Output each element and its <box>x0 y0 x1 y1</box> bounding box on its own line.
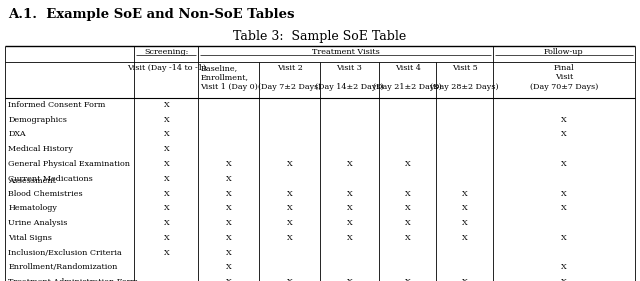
Text: X: X <box>405 160 410 168</box>
Text: X: X <box>287 189 292 198</box>
Text: X: X <box>405 204 410 212</box>
Text: X: X <box>226 189 232 198</box>
Text: X: X <box>164 160 169 168</box>
Text: X: X <box>287 204 292 212</box>
Text: X: X <box>462 204 467 212</box>
Text: X: X <box>405 234 410 242</box>
Text: X: X <box>164 116 169 124</box>
Text: Visit 4

(Day 21±2 Days): Visit 4 (Day 21±2 Days) <box>373 64 442 91</box>
Text: X: X <box>226 175 232 183</box>
Text: Screening:: Screening: <box>144 48 189 56</box>
Text: Hematology: Hematology <box>8 204 57 212</box>
Text: X: X <box>347 234 352 242</box>
Text: X: X <box>462 189 467 198</box>
Text: Urine Analysis: Urine Analysis <box>8 219 67 227</box>
Text: Visit 5

(Day 28±2 Days): Visit 5 (Day 28±2 Days) <box>430 64 499 91</box>
Text: Vital Signs: Vital Signs <box>8 234 52 242</box>
Text: Follow-up: Follow-up <box>544 48 584 56</box>
Text: X: X <box>287 278 292 281</box>
Text: X: X <box>226 204 232 212</box>
Text: X: X <box>164 189 169 198</box>
Text: Visit 3

(Day 14±2 Days): Visit 3 (Day 14±2 Days) <box>315 64 384 91</box>
Text: X: X <box>347 278 352 281</box>
Text: X: X <box>347 189 352 198</box>
Text: Current Medications: Current Medications <box>8 175 93 183</box>
Text: X: X <box>561 189 566 198</box>
Text: X: X <box>164 234 169 242</box>
Text: X: X <box>561 278 566 281</box>
Text: X: X <box>164 101 169 109</box>
Text: X: X <box>561 160 566 168</box>
Text: Demographics: Demographics <box>8 116 67 124</box>
Text: X: X <box>164 219 169 227</box>
Text: A.1.  Example SoE and Non-SoE Tables: A.1. Example SoE and Non-SoE Tables <box>8 8 294 21</box>
Text: X: X <box>347 204 352 212</box>
Text: Treatment Administration Form: Treatment Administration Form <box>8 278 138 281</box>
Text: Table 3:  Sample SoE Table: Table 3: Sample SoE Table <box>234 30 406 42</box>
Text: X: X <box>226 263 232 271</box>
Text: X: X <box>226 219 232 227</box>
Text: X: X <box>164 130 169 139</box>
Text: X: X <box>405 189 410 198</box>
Text: X: X <box>287 234 292 242</box>
Text: X: X <box>405 278 410 281</box>
Text: X: X <box>561 116 566 124</box>
Text: X: X <box>405 219 410 227</box>
Text: X: X <box>462 219 467 227</box>
Text: X: X <box>226 234 232 242</box>
Text: X: X <box>561 263 566 271</box>
Text: Final
Visit
(Day 70±7 Days): Final Visit (Day 70±7 Days) <box>530 64 598 91</box>
Text: Visit 2

(Day 7±2 Days): Visit 2 (Day 7±2 Days) <box>258 64 321 91</box>
Text: X: X <box>164 248 169 257</box>
Text: X: X <box>287 160 292 168</box>
Text: X: X <box>164 175 169 183</box>
Text: X: X <box>462 234 467 242</box>
Text: General Physical Examination: General Physical Examination <box>8 160 130 168</box>
Text: Enrollment/Randomization: Enrollment/Randomization <box>8 263 118 271</box>
Text: Visit (Day -14 to -1): Visit (Day -14 to -1) <box>127 64 206 72</box>
Text: X: X <box>347 160 352 168</box>
Text: X: X <box>164 145 169 153</box>
Text: X: X <box>164 204 169 212</box>
Text: Blood Chemistries: Blood Chemistries <box>8 189 83 198</box>
Text: DXA: DXA <box>8 130 26 139</box>
Text: Inclusion/Exclusion Criteria: Inclusion/Exclusion Criteria <box>8 248 122 257</box>
Text: X: X <box>347 219 352 227</box>
Text: Informed Consent Form: Informed Consent Form <box>8 101 106 109</box>
Text: X: X <box>462 278 467 281</box>
Text: Medical History: Medical History <box>8 145 73 153</box>
Text: Treatment Visits: Treatment Visits <box>312 48 380 56</box>
Text: X: X <box>226 248 232 257</box>
Text: X: X <box>226 278 232 281</box>
Text: Assessment: Assessment <box>8 177 56 185</box>
Text: X: X <box>287 219 292 227</box>
Text: X: X <box>226 160 232 168</box>
Text: X: X <box>561 130 566 139</box>
Text: X: X <box>561 234 566 242</box>
Text: Baseline,
Enrollment,
Visit 1 (Day 0): Baseline, Enrollment, Visit 1 (Day 0) <box>200 64 259 91</box>
Text: X: X <box>561 204 566 212</box>
